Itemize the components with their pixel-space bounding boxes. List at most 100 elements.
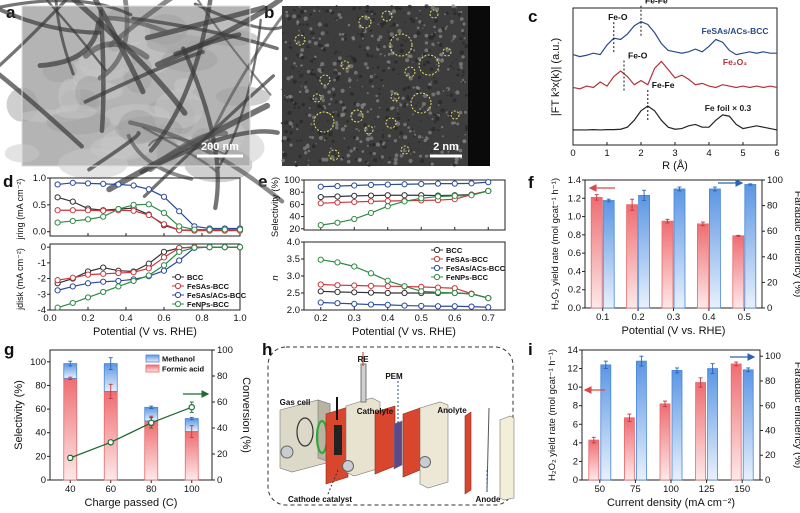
series-fesas-acs-bcc-marker [130, 182, 137, 189]
diagram-border [267, 346, 514, 506]
haadf-texture [450, 121, 455, 125]
conversion-marker [188, 404, 195, 411]
vacuum-region [468, 6, 490, 166]
haadf-texture [425, 60, 429, 64]
haadf-texture [463, 58, 466, 61]
plot-frame-d-0 [49, 177, 241, 237]
series-fenps-bcc-marker [206, 226, 213, 233]
panel-label-c: c [528, 7, 537, 26]
haadf-texture [322, 7, 324, 10]
nanotube [45, 0, 108, 72]
haadf-texture [287, 17, 292, 21]
haadf-texture [309, 126, 314, 131]
haadf-texture [297, 71, 300, 73]
haadf-texture [418, 20, 422, 24]
formic-acid-bar [63, 377, 78, 481]
haadf-texture [424, 4, 429, 9]
haadf-texture [294, 163, 299, 167]
haadf-texture [343, 137, 346, 140]
nanotube [70, 0, 188, 116]
haadf-texture [318, 43, 323, 48]
x-tick-label: 0.5 [738, 312, 751, 323]
haadf-texture [406, 95, 409, 98]
legend-marker [174, 282, 182, 290]
haadf-texture [431, 33, 433, 36]
y-tick-label: 1.2 [568, 193, 581, 204]
haadf-texture [318, 135, 324, 140]
haadf-texture [292, 101, 295, 104]
haadf-texture [440, 150, 444, 154]
haadf-texture [338, 32, 342, 36]
haadf-texture [463, 140, 465, 143]
fitting-knob [419, 456, 431, 468]
yield-rate-bar [624, 417, 635, 481]
haadf-texture [375, 75, 378, 79]
yield-rate-bar [626, 204, 638, 309]
haadf-texture [459, 17, 464, 21]
y-tick-label: 20 [765, 450, 776, 461]
gasket-red [402, 407, 421, 478]
series-fenps-bcc-marker [160, 209, 168, 217]
haadf-texture [396, 116, 401, 121]
y-tick-label: 1.0 [568, 212, 581, 223]
haadf-texture [346, 153, 351, 158]
haadf-texture [334, 100, 338, 104]
conversion-line [70, 406, 192, 459]
series-fesas-bcc-marker [130, 269, 137, 276]
haadf-texture [445, 47, 450, 52]
haadf-texture [385, 115, 390, 120]
panel-label-b: b [264, 3, 274, 22]
haadf-texture [373, 12, 377, 15]
haadf-texture [344, 33, 347, 37]
nanotube [207, 6, 290, 141]
series-fenps-bcc-marker [100, 288, 107, 296]
x-tick-label: 150 [734, 484, 750, 495]
haadf-texture [420, 65, 423, 68]
haadf-texture [442, 135, 444, 138]
series-fenps-bcc-marker [384, 277, 391, 284]
haadf-texture [359, 140, 363, 144]
y-tick-label: 40 [765, 425, 776, 436]
label-cathode-catalyst: Cathode catalyst [288, 495, 352, 504]
haadf-texture [289, 131, 293, 135]
haadf-texture [320, 69, 324, 72]
scale-bar-label: 2 nm [433, 141, 459, 153]
y-tick-label: 0.4 [568, 266, 581, 277]
end-plate [499, 415, 515, 501]
haadf-texture [328, 103, 331, 106]
single-atom-circle [313, 111, 335, 133]
haadf-texture [393, 157, 398, 162]
haadf-texture [322, 47, 327, 52]
haadf-texture [368, 143, 372, 147]
y-tick-label: 4.0 [287, 237, 300, 248]
haadf-texture [370, 108, 373, 111]
series-fenps-bcc-marker [160, 262, 168, 269]
haadf-texture [441, 27, 445, 31]
haadf-texture [348, 77, 351, 80]
haadf-texture [336, 19, 338, 21]
x-tick-label: 0.6 [157, 313, 170, 324]
pem-membrane [393, 420, 403, 470]
plot-frame-g [49, 349, 213, 481]
haadf-texture [453, 11, 457, 16]
haadf-texture [461, 55, 465, 59]
haadf-texture [428, 111, 432, 115]
haadf-texture [429, 67, 434, 72]
haadf-texture [462, 81, 465, 84]
haadf-texture [384, 143, 387, 146]
tem-texture [55, 104, 97, 119]
yield-rate-bar [588, 439, 600, 481]
haadf-image-b: 2 nm [280, 4, 490, 167]
haadf-texture [413, 133, 417, 136]
haadf-texture [295, 65, 298, 67]
leader-line [327, 469, 339, 495]
legend-label: FeSAs/ACs-BCC [446, 264, 506, 273]
haadf-texture [424, 41, 429, 45]
haadf-texture [289, 42, 291, 45]
haadf-texture [373, 125, 376, 128]
haadf-texture [407, 54, 412, 58]
haadf-texture [376, 37, 381, 42]
haadf-texture [428, 162, 431, 164]
haadf-texture [349, 149, 353, 153]
y-tick-label: 6 [573, 419, 578, 430]
